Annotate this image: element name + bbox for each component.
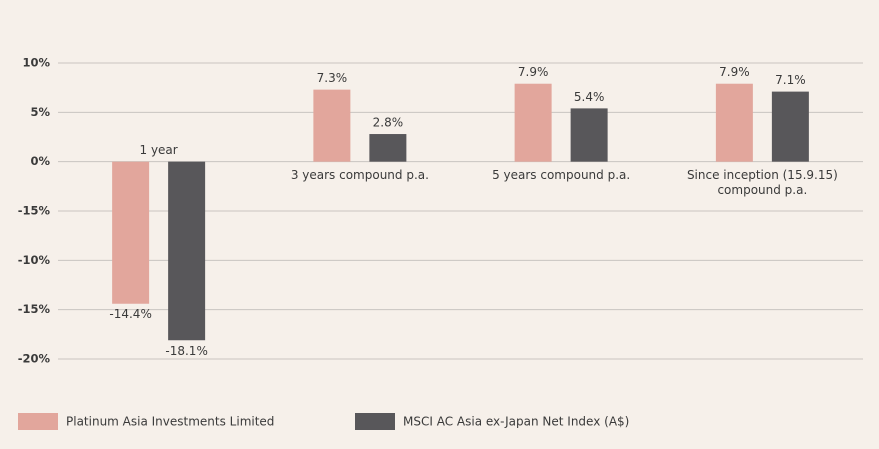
bar <box>570 108 608 162</box>
y-tick-label: -20% <box>18 352 51 366</box>
y-tick-label: 10% <box>22 56 50 70</box>
value-label: -18.1% <box>165 344 207 358</box>
y-tick-label: -10% <box>18 253 51 267</box>
value-label: 7.9% <box>719 65 750 79</box>
bar <box>168 161 206 341</box>
x-tick-label: 3 years compound p.a. <box>290 167 429 182</box>
y-tick-label: 5% <box>30 105 50 119</box>
legend-swatch <box>18 413 58 430</box>
value-label: 5.4% <box>574 90 605 104</box>
value-label: -14.4% <box>109 307 151 321</box>
bar <box>715 83 753 162</box>
value-label: 2.8% <box>373 116 404 130</box>
bar <box>514 83 552 162</box>
bar <box>313 89 351 162</box>
y-tick-label: -15% <box>18 204 51 218</box>
bar <box>112 161 150 304</box>
value-label: 7.9% <box>518 65 549 79</box>
x-tick-label: Since inception (15.9.15) compound p.a. <box>686 167 838 197</box>
y-tick-label: -15% <box>18 302 51 316</box>
x-tick-label: 1 year <box>139 142 178 157</box>
y-tick-label: 0% <box>30 154 50 168</box>
x-tick-label: 5 years compound p.a. <box>492 167 631 182</box>
legend-swatch <box>355 413 395 430</box>
value-label: 7.3% <box>317 71 348 85</box>
legend-label: Platinum Asia Investments Limited <box>66 415 274 429</box>
value-label: 7.1% <box>775 73 806 87</box>
legend-label: MSCI AC Asia ex-Japan Net Index (A$) <box>403 415 629 429</box>
bar <box>369 134 407 162</box>
bar <box>771 91 809 162</box>
